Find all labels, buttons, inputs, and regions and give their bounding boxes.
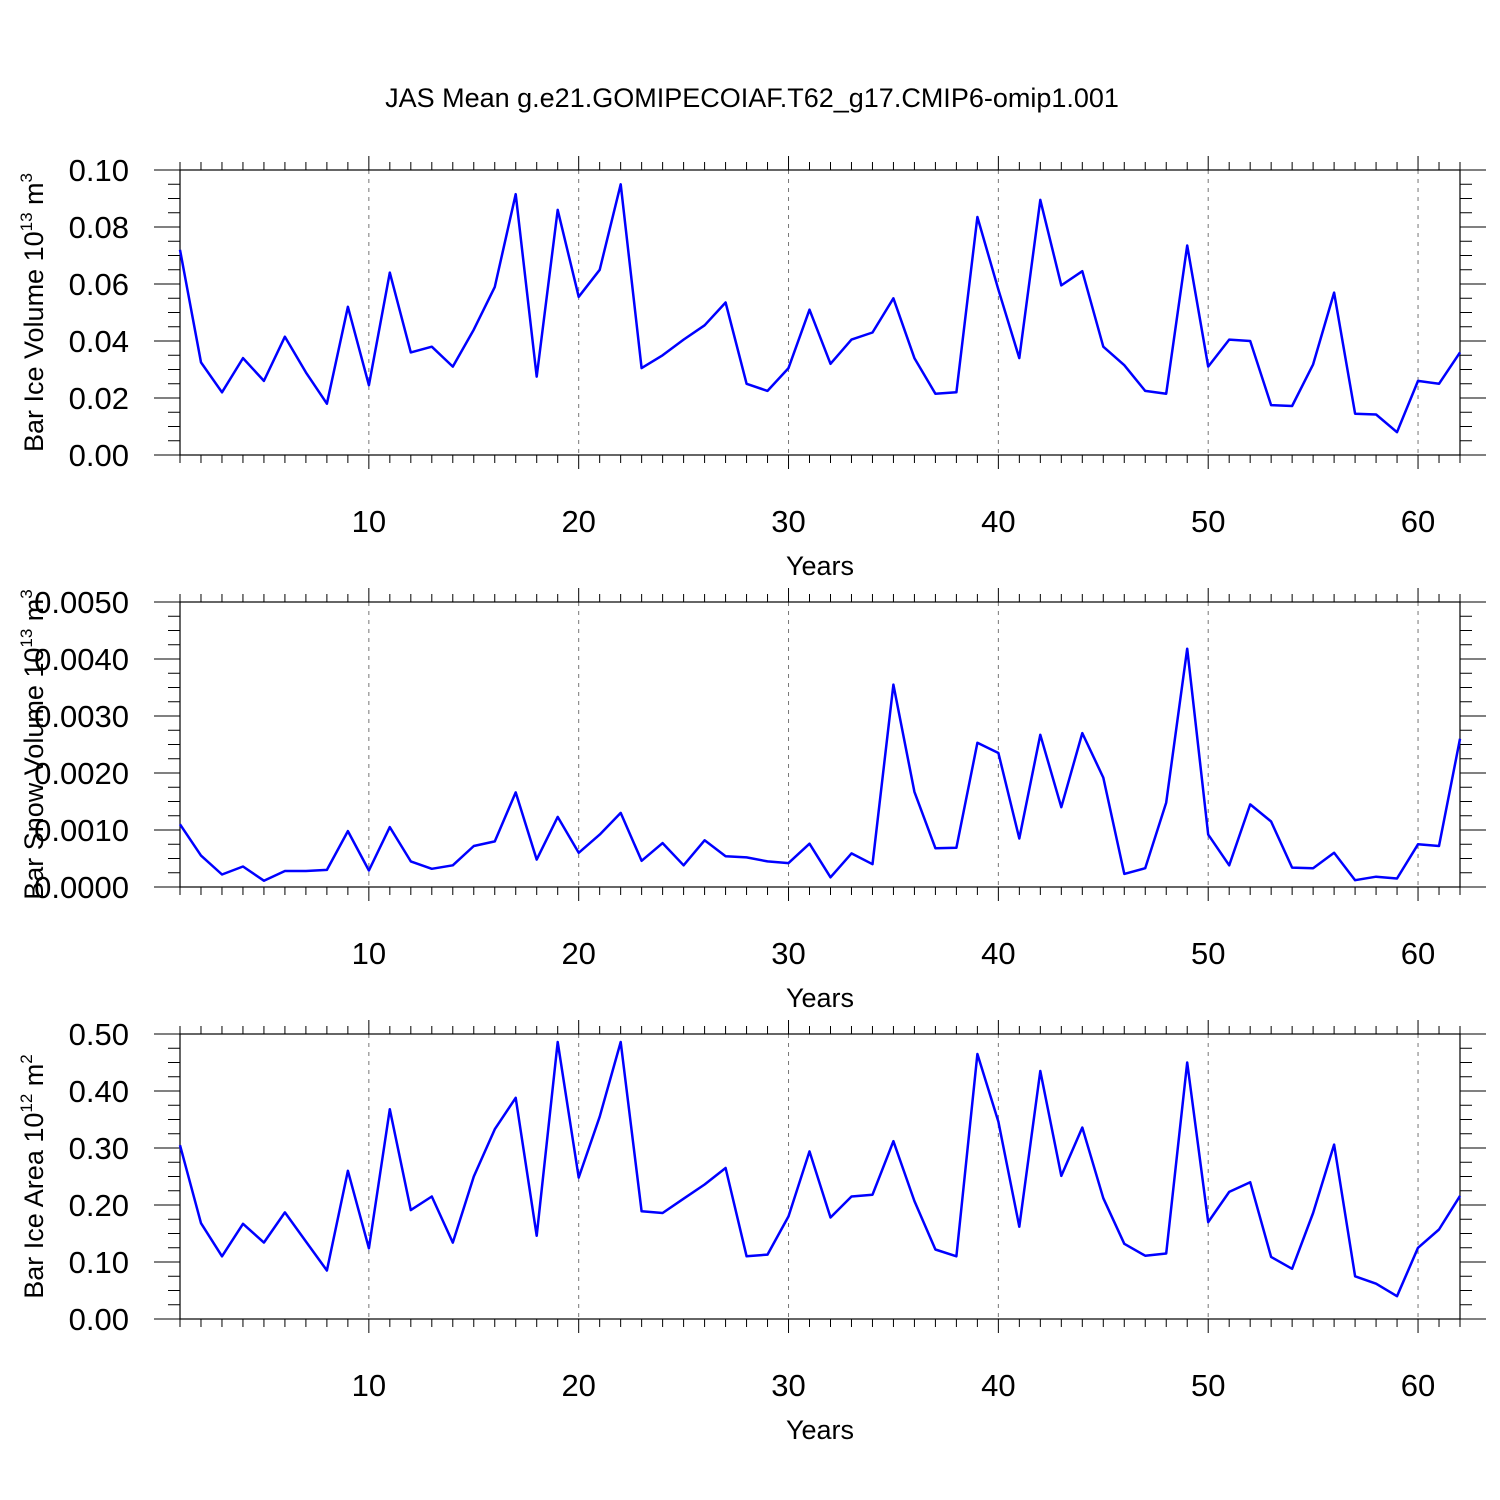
ice-volume-ylabel: Bar Ice Volume 1013 m3 — [17, 173, 49, 452]
ice-volume-xtick-label: 20 — [561, 504, 595, 539]
ice-volume-xtick-label: 60 — [1401, 504, 1435, 539]
snow-volume-series-line — [178, 647, 1462, 882]
ice-area-xtick-label: 50 — [1191, 1368, 1225, 1403]
ice-area-xtick-label: 30 — [771, 1368, 805, 1403]
snow-volume-ytick-label: 0.0030 — [34, 699, 129, 734]
panel-ice-area: 10 20 30 40 50 60 0.00 0.10 0.20 0.30 0.40 0.50 Year… — [17, 1017, 1486, 1445]
ice-area-ytick-label: 0.10 — [69, 1245, 129, 1280]
snow-volume-xtick-label: 10 — [352, 936, 386, 971]
ice-volume-xlabel: Years — [786, 551, 854, 581]
snow-volume-ytick-label: 0.0040 — [34, 642, 129, 677]
snow-volume-xtick-label: 40 — [981, 936, 1015, 971]
snow-volume-ytick-label: 0.0020 — [34, 756, 129, 791]
ice-volume-ytick-label: 0.02 — [69, 381, 129, 416]
ice-area-xtick-label: 40 — [981, 1368, 1015, 1403]
ice-area-ytick-label: 0.50 — [69, 1017, 129, 1052]
ice-area-frame — [179, 1033, 1461, 1320]
snow-volume-ytick-label: 0.0050 — [34, 585, 129, 620]
snow-volume-ylabel: Bar Snow Volume 1013 m3 — [17, 589, 49, 900]
ice-area-ytick-label: 0.30 — [69, 1131, 129, 1166]
ice-volume-ytick-label: 0.06 — [69, 267, 129, 302]
snow-volume-xtick-label: 50 — [1191, 936, 1225, 971]
ice-volume-xtick-label: 50 — [1191, 504, 1225, 539]
ice-volume-xtick-label: 30 — [771, 504, 805, 539]
snow-volume-ytick-label: 0.0010 — [34, 813, 129, 848]
snow-volume-xtick-label: 30 — [771, 936, 805, 971]
snow-volume-xtick-label: 20 — [561, 936, 595, 971]
ice-area-series-line — [178, 1040, 1462, 1298]
ice-volume-ytick-label: 0.00 — [69, 438, 129, 473]
ice-volume-frame — [179, 169, 1461, 456]
ice-area-ytick-label: 0.00 — [69, 1302, 129, 1337]
ice-volume-xtick-label: 10 — [352, 504, 386, 539]
ice-area-ytick-label: 0.20 — [69, 1188, 129, 1223]
ice-area-xlabel: Years — [786, 1415, 854, 1445]
ice-area-xtick-label: 10 — [352, 1368, 386, 1403]
ice-area-ylabel: Bar Ice Area 1012 m2 — [17, 1054, 49, 1299]
figure-title: JAS Mean g.e21.GOMIPECOIAF.T62_g17.CMIP6… — [385, 83, 1119, 113]
ice-volume-ytick-label: 0.08 — [69, 210, 129, 245]
ice-volume-series-line — [178, 183, 1462, 434]
snow-volume-xtick-label: 60 — [1401, 936, 1435, 971]
panel-snow-volume: 10 20 30 40 50 60 0.0000 0.0010 0.0020 0.0030 0.00… — [17, 585, 1486, 1013]
snow-volume-xlabel: Years — [786, 983, 854, 1013]
panel-ice-volume: 10 20 30 40 50 60 0.00 0.02 0.04 0.06 0.08 0.10 Year… — [17, 153, 1486, 581]
ice-area-xtick-label: 60 — [1401, 1368, 1435, 1403]
ice-volume-ytick-label: 0.04 — [69, 324, 129, 359]
snow-volume-ytick-label: 0.0000 — [34, 870, 129, 905]
ice-volume-xtick-label: 40 — [981, 504, 1015, 539]
ice-area-ytick-label: 0.40 — [69, 1074, 129, 1109]
snow-volume-frame — [179, 601, 1461, 888]
ice-volume-ytick-label: 0.10 — [69, 153, 129, 188]
ice-area-xtick-label: 20 — [561, 1368, 595, 1403]
